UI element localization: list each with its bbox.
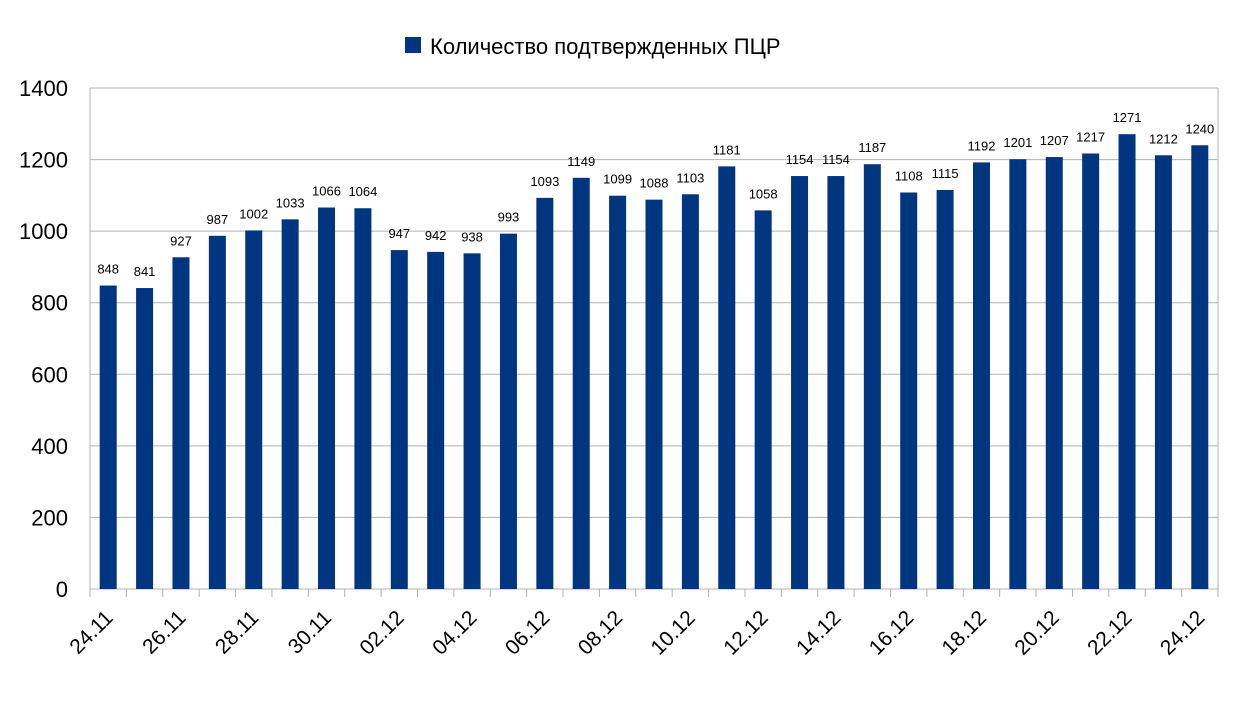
- bar: [427, 251, 445, 590]
- bar: [972, 162, 990, 590]
- x-tick-label: 30.11: [284, 606, 336, 658]
- data-label: 1181: [713, 142, 741, 157]
- bar: [900, 192, 918, 589]
- bar: [318, 207, 336, 589]
- x-tick-label: 28.11: [211, 606, 263, 658]
- data-label: 1088: [640, 176, 669, 191]
- y-tick-label: 1000: [19, 219, 68, 244]
- bar: [354, 208, 372, 590]
- bar: [645, 199, 663, 589]
- data-label: 848: [97, 262, 119, 277]
- data-label: 1002: [239, 206, 268, 221]
- bar: [1082, 153, 1100, 589]
- y-tick-label: 0: [56, 577, 68, 602]
- bar: [536, 197, 554, 590]
- x-axis-ticks: 24.11 26.11 28.11 30.11 02.12 04.12 06.12 08.12…: [65, 606, 1209, 659]
- y-tick-label: 600: [31, 362, 68, 387]
- x-tick-label: 14.12: [792, 606, 845, 659]
- data-label: 1115: [932, 166, 959, 181]
- legend-label: Количество подтвержденных ПЦР: [430, 34, 781, 59]
- y-tick-label: 800: [31, 291, 68, 316]
- bar: [863, 164, 881, 589]
- bar: [791, 176, 809, 590]
- data-label: 1093: [530, 174, 559, 189]
- data-label: 942: [425, 228, 447, 243]
- data-labels: 848 841 927 987 1002 1033 1066 1064 947 942 938 993…: [97, 110, 1214, 279]
- y-axis-ticks: 0 200 400 600 800 1000 1200 1400: [19, 76, 68, 602]
- data-label: 993: [498, 210, 520, 225]
- data-label: 1212: [1149, 131, 1178, 146]
- x-tick-label: 18.12: [938, 606, 991, 659]
- legend: Количество подтвержденных ПЦР: [405, 34, 781, 59]
- bar: [136, 288, 154, 589]
- data-label: 1108: [895, 168, 923, 183]
- data-label: 1149: [567, 154, 595, 169]
- y-tick-label: 1400: [19, 76, 68, 101]
- bar: [1191, 145, 1209, 589]
- bar: [390, 250, 408, 589]
- data-label: 1058: [749, 186, 778, 201]
- bar: [245, 230, 263, 590]
- data-label: 1033: [276, 195, 305, 210]
- bar: [754, 210, 772, 589]
- bar: [1045, 157, 1063, 590]
- x-tick-label: 24.11: [65, 606, 117, 658]
- bar: [463, 253, 481, 589]
- data-label: 1103: [676, 170, 704, 185]
- bar: [827, 176, 845, 590]
- y-tick-label: 400: [31, 434, 68, 459]
- x-tick-label: 06.12: [501, 606, 554, 659]
- bar: [1154, 155, 1172, 589]
- data-label: 1154: [822, 152, 850, 167]
- bar: [499, 233, 517, 589]
- x-tick-label: 16.12: [865, 606, 918, 659]
- data-label: 1207: [1040, 133, 1069, 148]
- legend-swatch: [405, 37, 421, 53]
- x-tick-label: 26.11: [138, 606, 190, 658]
- bar: [1118, 134, 1136, 589]
- data-label: 1240: [1185, 121, 1214, 136]
- bar: [208, 235, 226, 590]
- data-label: 1187: [858, 140, 886, 155]
- x-tick-label: 08.12: [574, 606, 627, 659]
- x-tick-label: 12.12: [719, 606, 772, 659]
- data-label: 1064: [348, 184, 377, 199]
- x-tick-label: 20.12: [1010, 606, 1063, 659]
- bar: [1009, 159, 1027, 590]
- data-label: 1066: [312, 184, 341, 199]
- data-label: 938: [461, 229, 483, 244]
- bar: [99, 285, 117, 589]
- x-tick-label: 24.12: [1156, 606, 1209, 659]
- x-tick-label: 10.12: [646, 606, 699, 659]
- y-tick-label: 200: [31, 505, 68, 530]
- bars: [99, 134, 1209, 590]
- data-label: 1154: [786, 152, 814, 167]
- x-tick-label: 22.12: [1083, 606, 1136, 659]
- y-tick-label: 1200: [19, 148, 68, 173]
- data-label: 1201: [1003, 135, 1032, 150]
- data-label: 1192: [967, 138, 995, 153]
- data-label: 1271: [1113, 110, 1142, 125]
- bar: [936, 189, 954, 589]
- data-label: 947: [388, 226, 410, 241]
- data-label: 1217: [1076, 129, 1105, 144]
- bar: [609, 195, 627, 589]
- bar: [281, 219, 299, 590]
- data-label: 841: [134, 264, 156, 279]
- x-tick-label: 02.12: [355, 606, 408, 659]
- bar: [681, 194, 699, 589]
- x-tick-label: 04.12: [428, 606, 481, 659]
- bar: [172, 257, 190, 589]
- data-label: 987: [207, 212, 229, 227]
- data-label: 1099: [603, 172, 632, 187]
- bar: [718, 166, 736, 589]
- data-label: 927: [170, 233, 192, 248]
- bar: [572, 177, 590, 589]
